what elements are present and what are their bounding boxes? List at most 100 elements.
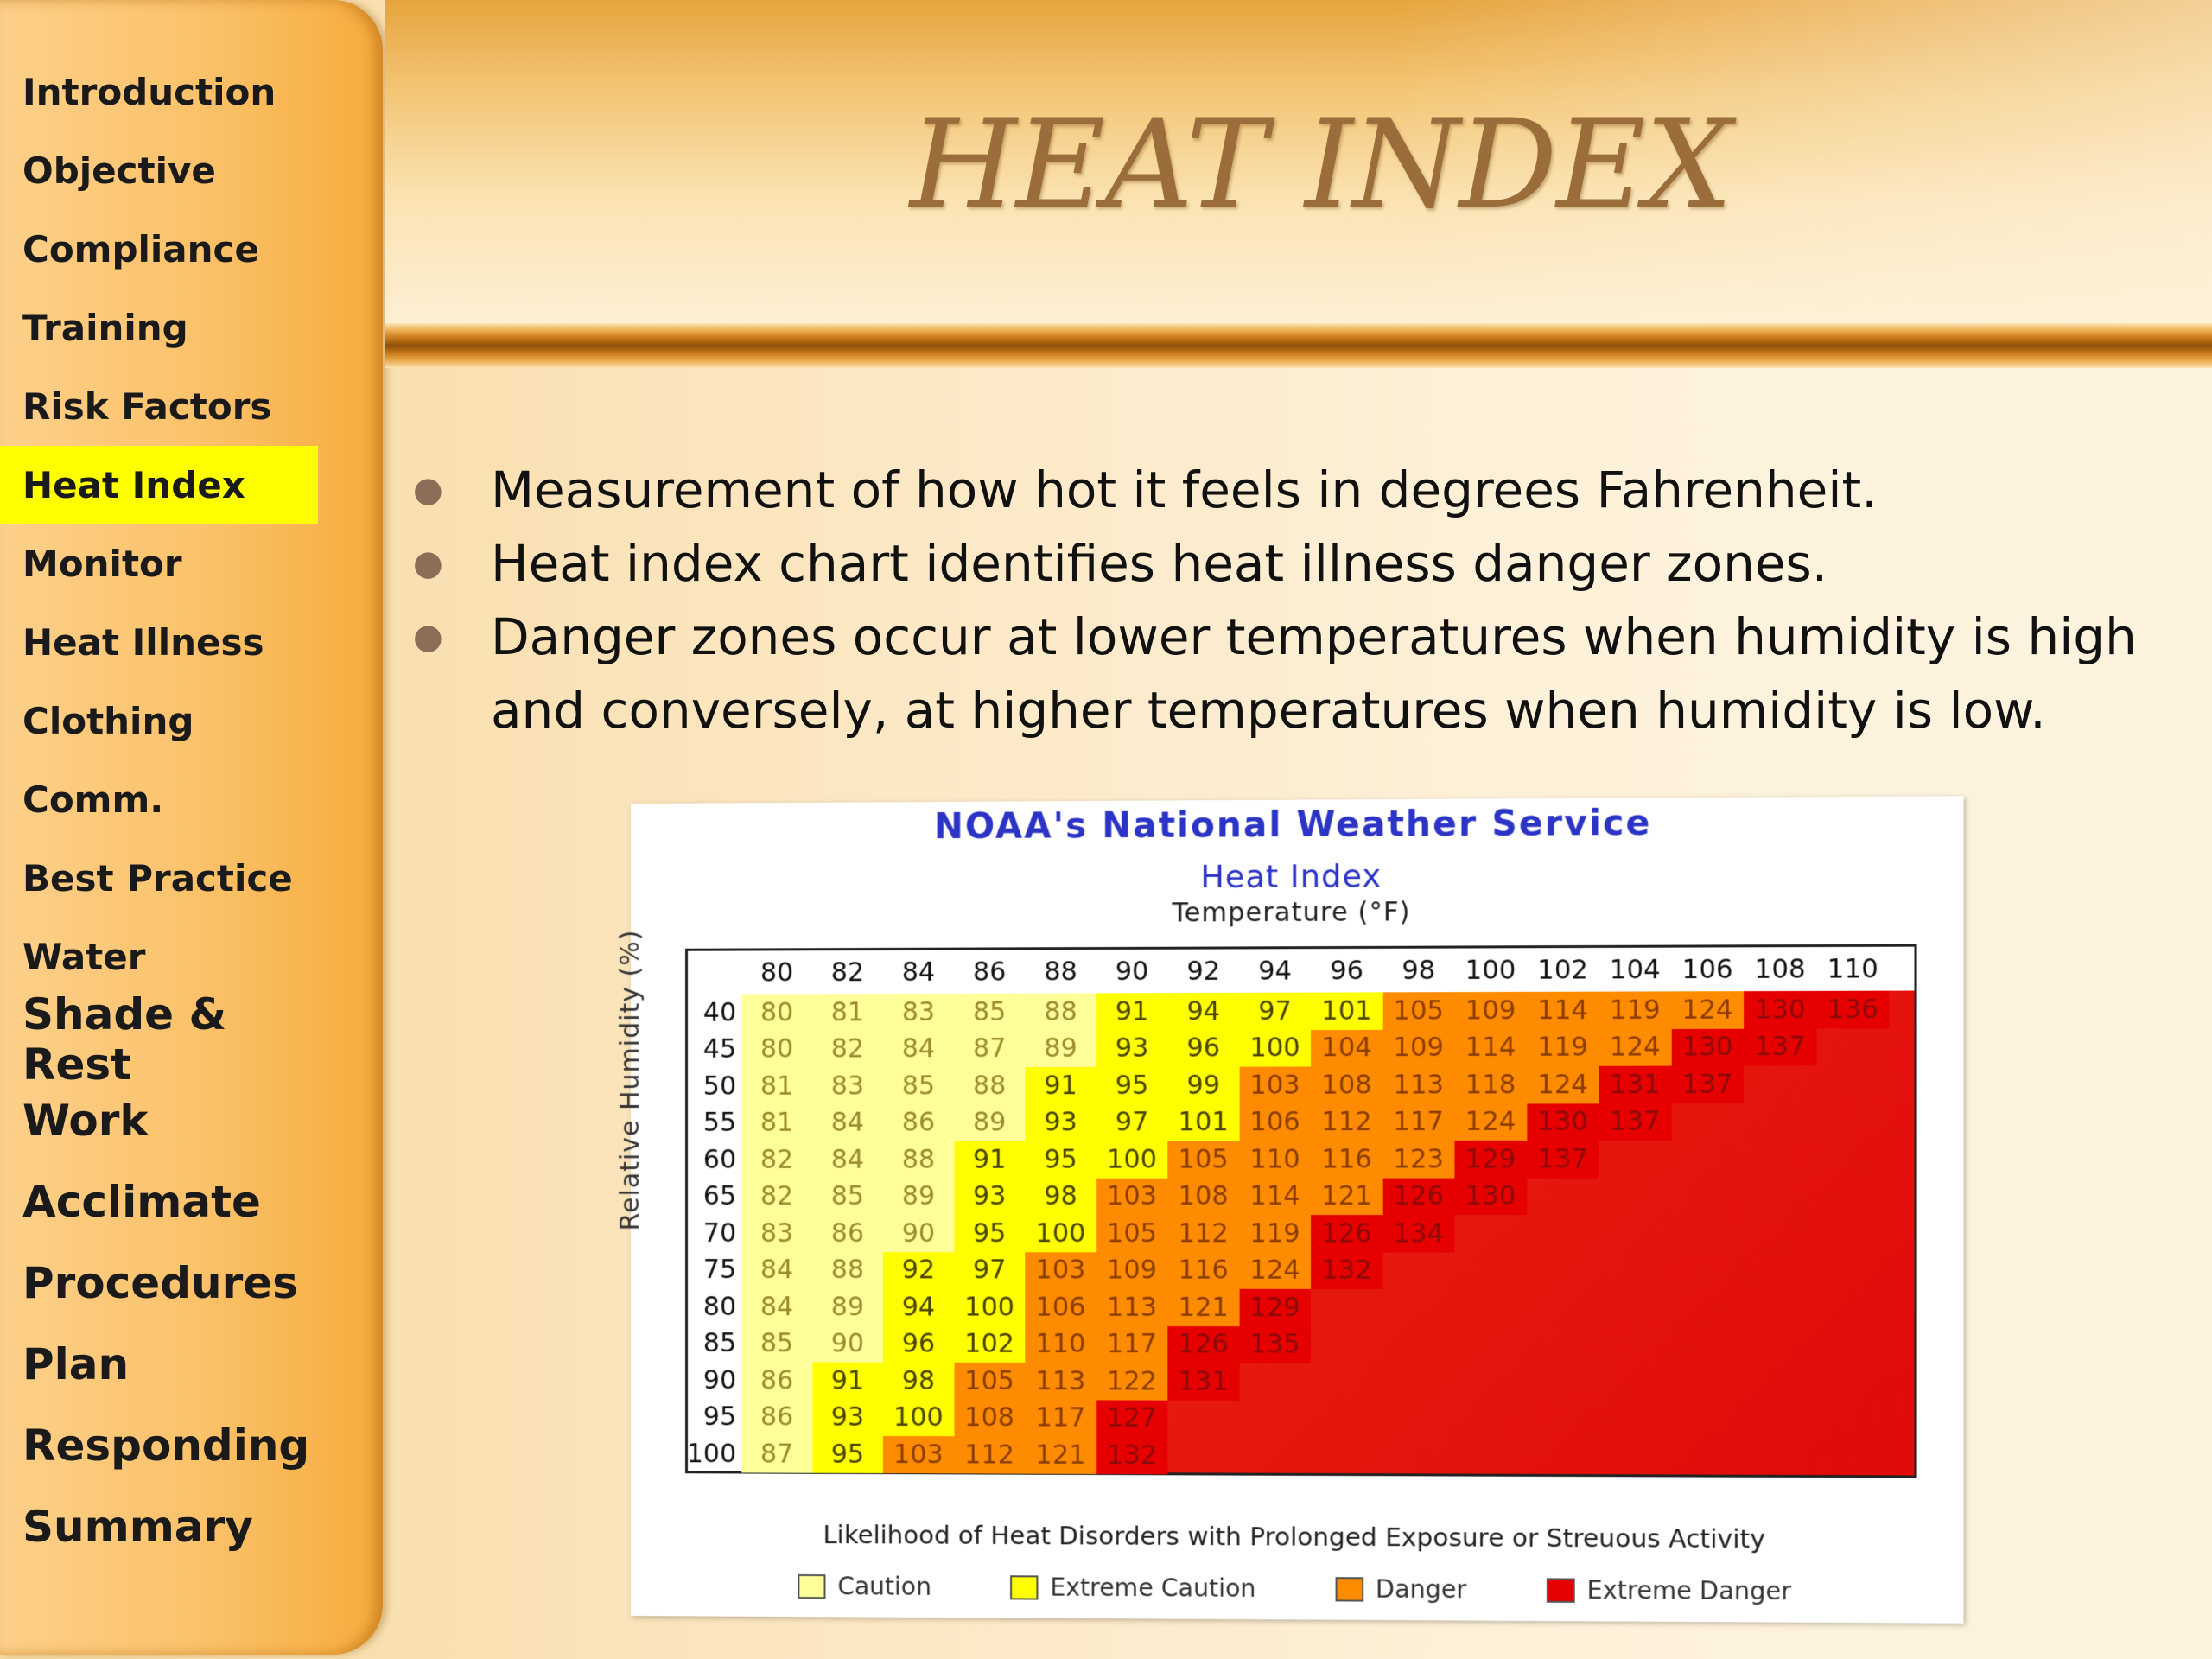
heat-index-cell: 89 (812, 1288, 883, 1325)
heat-index-cell: 93 (1025, 1104, 1096, 1141)
column-header: 108 (1744, 947, 1816, 991)
sidebar-item-objective[interactable]: Objective (0, 131, 318, 209)
heat-index-cell: 126 (1382, 1178, 1454, 1215)
heat-index-cell: 112 (954, 1436, 1025, 1473)
heat-index-cell: 132 (1096, 1437, 1168, 1474)
heat-index-cell: 95 (812, 1436, 883, 1473)
sidebar-item-responding[interactable]: Responding (0, 1407, 318, 1484)
sidebar-item-work[interactable]: Work (0, 1082, 318, 1160)
heat-index-cell: 84 (883, 1031, 954, 1068)
heat-index-cell: 119 (1599, 991, 1671, 1028)
heat-index-cell: 84 (812, 1104, 883, 1141)
row-header: 70 (688, 1215, 736, 1252)
heat-index-cell: 117 (1025, 1400, 1096, 1437)
heat-index-cell: 82 (741, 1178, 812, 1215)
sidebar-item-plan[interactable]: Plan (0, 1325, 318, 1403)
heat-index-cell: 108 (1311, 1066, 1382, 1103)
sidebar-item-label: Introduction (0, 71, 276, 113)
bullet-item: ● Measurement of how hot it feels in deg… (406, 454, 2169, 527)
heat-index-cell: 116 (1167, 1252, 1239, 1289)
column-header: 96 (1311, 949, 1382, 993)
heat-index-cell: 124 (1671, 991, 1744, 1028)
sidebar-item-label: Plan (0, 1339, 129, 1389)
column-header: 94 (1239, 949, 1311, 993)
heat-index-cell: 127 (1096, 1400, 1168, 1437)
heat-index-cell: 135 (1239, 1326, 1311, 1363)
column-header: 102 (1527, 948, 1599, 992)
sidebar-item-comm[interactable]: Comm. (0, 760, 318, 838)
bullet-item: ● Danger zones occur at lower temperatur… (406, 601, 2169, 747)
heat-index-cell: 132 (1311, 1252, 1382, 1289)
heat-index-cell: 103 (1025, 1252, 1096, 1289)
sidebar-item-procedures[interactable]: Procedures (0, 1244, 318, 1322)
sidebar-item-best-practice[interactable]: Best Practice (0, 839, 318, 917)
sidebar-item-acclimate[interactable]: Acclimate (0, 1163, 318, 1241)
heat-index-chart: NOAA's National Weather Service Heat Ind… (631, 796, 1963, 1624)
heat-index-cell: 121 (1311, 1178, 1382, 1215)
column-header: 90 (1096, 950, 1168, 994)
heat-index-cell: 87 (954, 1030, 1025, 1067)
row-header: 75 (688, 1252, 736, 1289)
sidebar-item-shade-rest[interactable]: Shade & Rest (0, 1001, 318, 1078)
heat-index-cell: 85 (812, 1178, 883, 1215)
y-axis-label: Relative Humidity (%) (615, 925, 645, 1236)
sidebar-item-heat-illness[interactable]: Heat Illness (0, 603, 318, 681)
sidebar-item-label: Procedures (0, 1258, 298, 1308)
heat-index-cell: 86 (741, 1362, 812, 1399)
heat-index-cell: 130 (1454, 1178, 1526, 1215)
heat-index-cell: 124 (1454, 1103, 1526, 1141)
row-header: 90 (688, 1362, 736, 1399)
heat-index-cell: 123 (1382, 1141, 1454, 1178)
sidebar-item-label: Comm. (0, 779, 163, 821)
sidebar-item-water[interactable]: Water (0, 918, 318, 995)
legend-label: Danger (1376, 1574, 1466, 1604)
heat-index-cell: 121 (1167, 1289, 1239, 1326)
heat-index-cell: 101 (1167, 1103, 1239, 1141)
sidebar-item-introduction[interactable]: Introduction (0, 53, 318, 130)
heat-index-cell: 89 (883, 1178, 954, 1215)
sidebar-item-summary[interactable]: Summary (0, 1488, 318, 1566)
column-header: 84 (883, 950, 954, 994)
sidebar-item-heat-index[interactable]: Heat Index (0, 446, 318, 524)
sidebar-item-label: Objective (0, 149, 216, 192)
bullet-text: Danger zones occur at lower temperatures… (491, 607, 2137, 740)
heat-index-cell: 137 (1671, 1065, 1744, 1103)
sidebar-item-clothing[interactable]: Clothing (0, 682, 318, 760)
heat-index-cell: 94 (883, 1288, 954, 1325)
heat-index-cell: 110 (1025, 1325, 1096, 1363)
heat-index-cell: 124 (1239, 1252, 1311, 1289)
slide-title: HEAT INDEX (910, 93, 1732, 236)
sidebar-item-label: Monitor (0, 543, 182, 585)
heat-index-cell: 101 (1311, 992, 1382, 1029)
heat-index-cell: 91 (1025, 1067, 1096, 1104)
heat-index-cell: 80 (741, 1031, 812, 1068)
sidebar-item-risk-factors[interactable]: Risk Factors (0, 367, 318, 445)
heat-index-cell: 90 (883, 1215, 954, 1252)
heat-index-cell: 87 (741, 1435, 812, 1472)
heat-index-cell: 105 (1382, 992, 1454, 1029)
heat-index-cell: 96 (883, 1325, 954, 1363)
column-header: 92 (1167, 949, 1239, 993)
heat-index-cell: 104 (1311, 1029, 1382, 1066)
x-axis-label: Temperature (°F) (631, 894, 1963, 931)
heat-index-cell: 86 (812, 1215, 883, 1252)
row-header: 50 (688, 1068, 736, 1105)
heat-index-cell: 93 (954, 1178, 1025, 1215)
sidebar-item-compliance[interactable]: Compliance (0, 210, 318, 288)
sidebar-item-monitor[interactable]: Monitor (0, 524, 318, 602)
sidebar-item-training[interactable]: Training (0, 289, 318, 366)
heat-index-cell: 119 (1239, 1215, 1311, 1252)
heat-index-cell: 81 (741, 1104, 812, 1141)
sidebar-item-label: Clothing (0, 700, 194, 742)
sidebar-item-label: Heat Index (0, 464, 245, 506)
column-header: 106 (1671, 947, 1744, 991)
sidebar-item-label: Heat Illness (0, 621, 264, 664)
sidebar-item-label: Acclimate (0, 1177, 261, 1227)
heat-index-cell: 137 (1599, 1103, 1671, 1141)
heat-index-cell: 95 (1096, 1067, 1168, 1104)
column-header: 110 (1816, 947, 1889, 991)
heat-index-cell: 114 (1239, 1178, 1311, 1215)
heat-index-cell: 108 (1167, 1178, 1239, 1215)
heat-index-cell: 116 (1311, 1141, 1382, 1178)
sidebar-item-label: Responding (0, 1421, 309, 1471)
